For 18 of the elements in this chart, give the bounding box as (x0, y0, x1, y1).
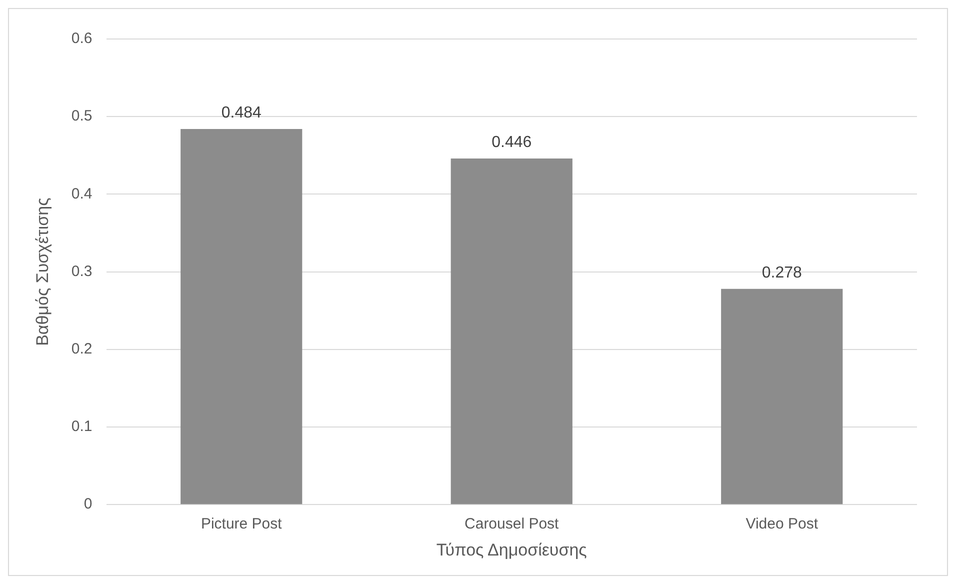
y-tick-label: 0.3 (71, 262, 92, 280)
data-label: 0.278 (762, 264, 802, 282)
x-tick-label: Video Post (746, 516, 819, 533)
y-axis-title: Βαθμός Συσχέτισης (32, 198, 52, 346)
x-tick-label: Picture Post (200, 516, 283, 533)
y-tick-label: 0.1 (71, 418, 92, 436)
data-label: 0.446 (492, 134, 532, 151)
bar (450, 158, 572, 504)
y-tick-label: 0.5 (71, 108, 92, 125)
x-axis-title: Τύπος Δημοσίευσης (436, 540, 587, 560)
bar (721, 288, 843, 504)
bar (180, 129, 302, 504)
y-tick-label: 0.2 (71, 340, 92, 358)
x-tick-label: Carousel Post (464, 516, 560, 533)
y-tick-label: 0.4 (71, 185, 92, 202)
data-label: 0.484 (221, 104, 262, 122)
y-tick-label: 0.6 (71, 30, 92, 48)
y-tick-label: 0 (84, 496, 92, 513)
